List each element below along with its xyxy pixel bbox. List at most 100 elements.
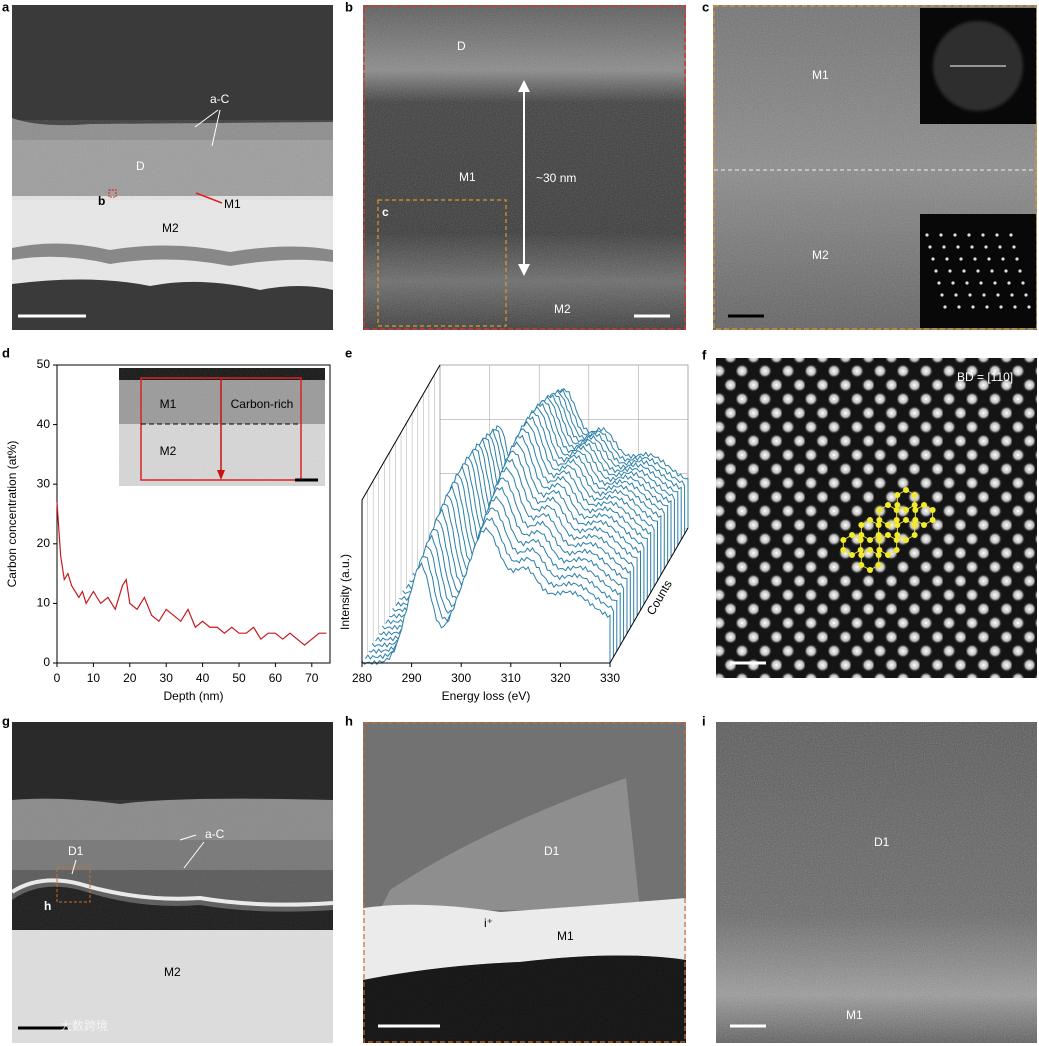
atom-marker — [867, 547, 873, 553]
atom-marker — [894, 492, 901, 498]
panel-i: i D1 M1 — [702, 713, 1037, 1043]
x-tick-label: 30 — [160, 671, 174, 685]
structure-overlay — [840, 487, 936, 573]
layer — [12, 196, 333, 290]
fft-spots — [925, 233, 1031, 309]
pointer — [195, 192, 223, 204]
x-axis-label: Depth (nm) — [163, 689, 223, 703]
y-tick-label: 30 — [37, 476, 51, 490]
atom-marker — [894, 502, 901, 508]
fft-spot — [945, 257, 949, 261]
micrograph — [716, 358, 1037, 678]
atom-marker — [867, 517, 873, 523]
label: i⁺ — [484, 916, 493, 930]
fft-spot — [1012, 245, 1016, 249]
layer — [12, 930, 333, 1043]
fft-spot — [959, 257, 963, 261]
fft-spot — [973, 257, 977, 261]
label: M2 — [812, 248, 829, 262]
x-tick-label: 10 — [87, 671, 101, 685]
x-tick-label: 280 — [352, 671, 372, 685]
label: D — [136, 159, 145, 173]
label: M1 — [459, 170, 476, 184]
atom-marker — [893, 517, 900, 523]
atom-marker — [840, 547, 847, 553]
atom-marker — [911, 522, 918, 528]
atom-marker — [849, 532, 855, 538]
fft-spot — [951, 281, 955, 285]
panel-letter: f — [702, 347, 707, 362]
x-tick-label: 40 — [196, 671, 210, 685]
atom-marker — [858, 562, 865, 568]
fft-spot — [943, 305, 947, 309]
atom-marker — [903, 517, 909, 523]
label: D1 — [544, 844, 560, 858]
panel-h: h D1 i⁺ M1 — [345, 713, 686, 1043]
x-tick-label: 70 — [305, 671, 319, 685]
y-tick-label: 20 — [37, 536, 51, 550]
data-line — [56, 502, 327, 646]
pointer — [183, 841, 205, 869]
fft-spot — [1013, 305, 1017, 309]
panel-letter: e — [345, 345, 352, 360]
fft-spot — [995, 233, 999, 237]
panel-a: a a-C D b M1 M2 — [2, 0, 333, 330]
atom-marker — [857, 537, 864, 543]
label: D1 — [68, 844, 84, 858]
panel-d: d 0 10 20 30 40 50 0 10 20 30 40 50 60 70 Depth (nm) Ca… — [2, 345, 331, 703]
atom-marker — [893, 507, 900, 513]
atom-marker — [875, 552, 882, 558]
fft-spot — [1007, 281, 1011, 285]
atom-marker — [876, 537, 883, 543]
atom-marker — [885, 502, 891, 508]
fft-spot — [965, 281, 969, 285]
label: h — [44, 899, 51, 913]
fft-spot — [953, 233, 957, 237]
atom-marker — [885, 522, 891, 528]
y-tick-label: 40 — [37, 417, 51, 431]
fft-spot — [987, 257, 991, 261]
x-tick-label: 320 — [550, 671, 570, 685]
atom-marker — [858, 522, 865, 528]
fft-spot — [985, 305, 989, 309]
atom-marker — [903, 487, 909, 493]
fft-spot — [971, 305, 975, 309]
spectrum — [361, 526, 611, 666]
fft-spot — [1001, 257, 1005, 261]
panel-letter: g — [2, 713, 10, 728]
atom-marker — [921, 502, 927, 508]
panel-letter: c — [702, 0, 709, 14]
fft-spot — [1010, 293, 1014, 297]
texture — [12, 120, 333, 200]
frame — [363, 5, 686, 330]
fft-spot — [940, 293, 944, 297]
fft-spot — [999, 305, 1003, 309]
arrow-head — [217, 470, 225, 480]
fft-spot — [1015, 257, 1019, 261]
atom-marker — [911, 532, 918, 538]
region-box — [108, 189, 117, 198]
panel-letter: b — [345, 0, 353, 14]
pointer — [211, 109, 221, 147]
y-tick-label: 50 — [37, 357, 51, 371]
atom-marker — [867, 537, 873, 543]
fft-spot — [993, 281, 997, 285]
chart-d: 0 10 20 30 40 50 0 10 20 30 40 50 60 70 Depth (nm) Carb… — [5, 357, 331, 703]
label: D — [457, 39, 466, 53]
label: BD = [110] — [957, 370, 1013, 384]
atom-marker — [885, 532, 891, 538]
panel-letter: a — [2, 0, 10, 14]
atom-marker — [903, 537, 909, 543]
atom-marker — [876, 517, 883, 523]
y-tick-label: 0 — [43, 655, 50, 669]
x-tick-label: 290 — [402, 671, 422, 685]
texture — [716, 722, 1037, 1043]
label: M2 — [162, 221, 179, 235]
atom-marker — [858, 532, 865, 538]
fft-spot — [925, 233, 929, 237]
label: M1 — [160, 397, 177, 411]
label: c — [382, 205, 389, 219]
texture — [12, 800, 333, 930]
